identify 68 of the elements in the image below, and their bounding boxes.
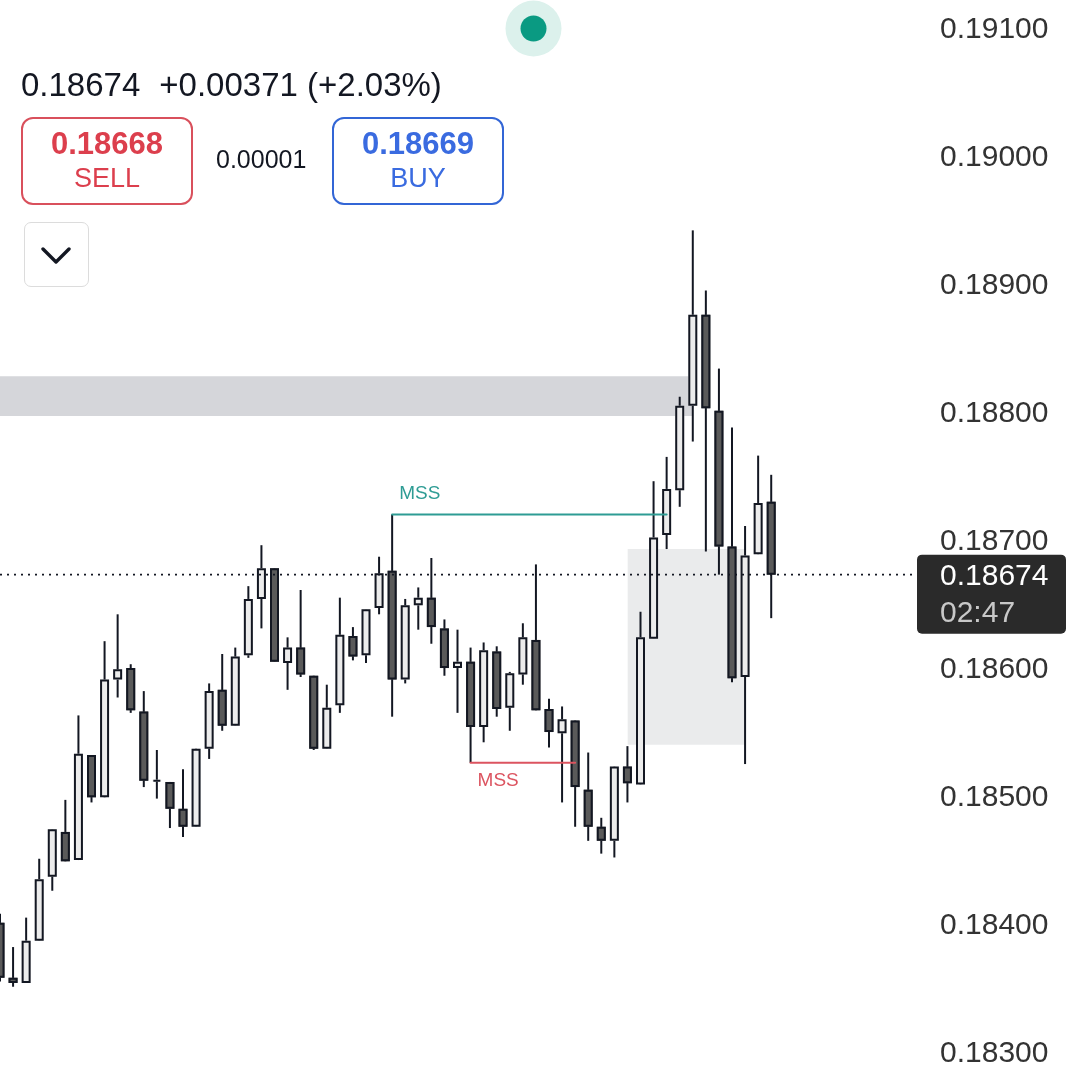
candlestick bbox=[453, 628, 462, 714]
y-tick-label: 0.18300 bbox=[940, 1034, 1049, 1068]
candlestick bbox=[583, 751, 593, 842]
candlestick bbox=[479, 641, 489, 744]
candlestick bbox=[609, 765, 619, 859]
candlestick bbox=[596, 816, 606, 855]
candlestick bbox=[113, 613, 123, 699]
candlestick bbox=[361, 608, 371, 664]
y-tick-label: 0.18400 bbox=[940, 906, 1049, 940]
candlestick bbox=[518, 622, 528, 686]
candlestick bbox=[60, 798, 70, 863]
candlestick bbox=[126, 663, 136, 714]
candlestick bbox=[165, 780, 175, 830]
annotation: 0.18669 bbox=[360, 126, 476, 161]
candlestick bbox=[335, 596, 345, 714]
annotation: 0.00001 bbox=[216, 144, 307, 174]
series-label: MSS bbox=[477, 769, 519, 790]
buy-button: 0.18669 BUY bbox=[332, 117, 504, 205]
annotation: SELL bbox=[72, 162, 142, 195]
candlestick bbox=[505, 670, 515, 732]
candlestick bbox=[413, 586, 423, 631]
y-tick-label: 0.18600 bbox=[940, 650, 1049, 684]
candlestick bbox=[178, 768, 188, 838]
text: 02:47 bbox=[940, 594, 1016, 628]
candlestick bbox=[701, 289, 711, 553]
annotation: BUY bbox=[389, 162, 447, 195]
candlestick bbox=[34, 857, 44, 942]
candlestick bbox=[753, 454, 763, 556]
y-tick-label: 0.18700 bbox=[940, 522, 1049, 556]
candlestick bbox=[204, 682, 214, 760]
candlestick bbox=[87, 754, 96, 804]
candlestick bbox=[243, 585, 253, 659]
candlestick bbox=[675, 395, 685, 508]
y-tick-label: 0.19000 bbox=[940, 138, 1049, 172]
candlestick bbox=[47, 828, 57, 892]
annotation: 0.18668 bbox=[49, 126, 165, 161]
candlestick bbox=[439, 618, 449, 677]
candlestick bbox=[622, 745, 632, 804]
candlestick bbox=[230, 646, 240, 727]
candlestick bbox=[322, 683, 332, 750]
candlestick bbox=[309, 674, 319, 751]
candlestick bbox=[348, 626, 358, 662]
candlestick bbox=[400, 597, 410, 685]
sell-button: 0.18668 SELL bbox=[21, 117, 193, 205]
candlestick bbox=[217, 652, 227, 732]
annotation: 0.18674 bbox=[21, 66, 141, 103]
candlestick bbox=[139, 690, 149, 789]
candlestick bbox=[296, 588, 306, 679]
candlestick bbox=[100, 640, 110, 799]
candlestick bbox=[21, 916, 31, 984]
candlestick bbox=[73, 714, 83, 862]
candlestick bbox=[466, 646, 476, 764]
candlestick bbox=[152, 748, 162, 800]
y-tick-label: 0.18900 bbox=[940, 266, 1049, 300]
y-tick-label: 0.19100 bbox=[940, 10, 1049, 44]
y-tick-label: 0.18800 bbox=[940, 394, 1049, 428]
candlestick bbox=[8, 946, 18, 988]
candlestick bbox=[544, 697, 554, 749]
ref-line-label: 0.18674 bbox=[940, 557, 1049, 591]
annotation: +0.00371 (+2.03%) bbox=[159, 66, 442, 103]
candlestick bbox=[492, 645, 502, 718]
candlestick bbox=[557, 705, 567, 804]
candlestick bbox=[570, 719, 580, 828]
candlestick bbox=[283, 636, 293, 691]
candlestick bbox=[191, 747, 201, 828]
series-label: MSS bbox=[399, 481, 441, 503]
candlestick bbox=[688, 229, 698, 443]
y-tick-label: 0.18500 bbox=[940, 778, 1049, 812]
